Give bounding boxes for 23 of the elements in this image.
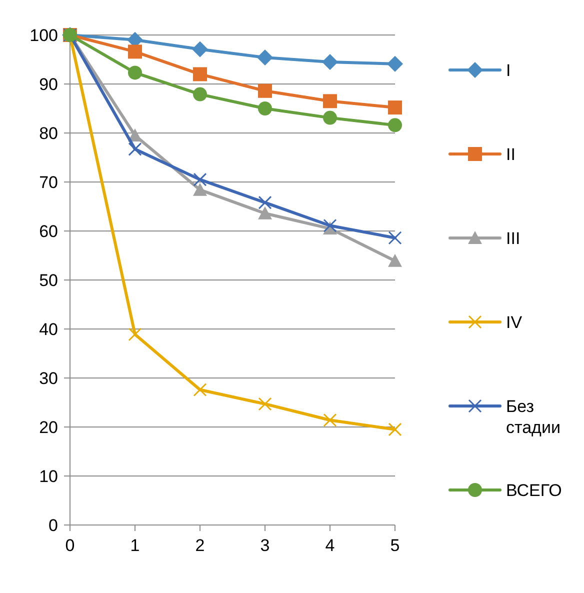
x-tick-label: 2 — [195, 536, 205, 555]
legend-label: III — [506, 228, 520, 248]
legend-label: IV — [506, 312, 523, 332]
y-tick-label: 70 — [39, 172, 58, 192]
legend-label: ВСЕГО — [506, 480, 562, 500]
legend-label: I — [506, 60, 511, 80]
y-tick-label: 50 — [39, 270, 58, 290]
y-tick-label: 100 — [30, 26, 58, 45]
y-tick-label: 20 — [39, 418, 58, 437]
y-tick-label: 80 — [39, 124, 58, 143]
y-tick-label: 60 — [39, 222, 58, 241]
x-tick-label: 1 — [130, 536, 140, 555]
y-tick-label: 40 — [39, 320, 58, 339]
y-tick-label: 90 — [39, 74, 58, 94]
y-tick-label: 30 — [39, 368, 58, 388]
x-tick-label: 4 — [325, 536, 335, 555]
y-tick-label: 10 — [39, 466, 58, 486]
x-tick-label: 5 — [390, 536, 400, 555]
y-tick-label: 0 — [48, 516, 58, 535]
legend-label: Без стадии — [506, 396, 560, 438]
x-tick-label: 0 — [65, 536, 75, 555]
x-tick-label: 3 — [260, 536, 270, 555]
legend-label: II — [506, 144, 516, 164]
